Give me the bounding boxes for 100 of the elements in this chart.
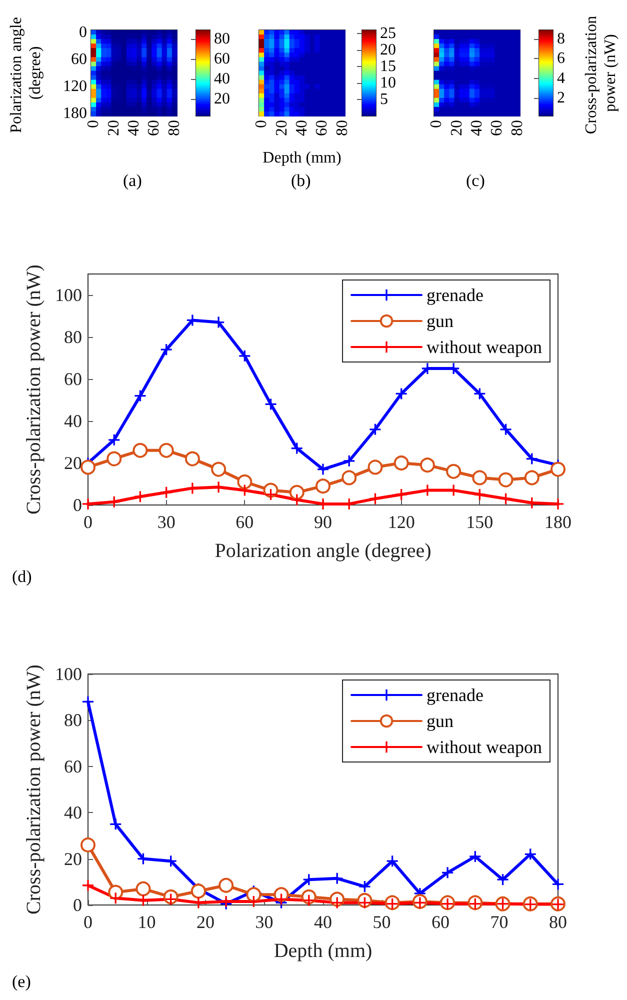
point <box>160 486 172 498</box>
color-bar-label: 15 <box>380 58 396 75</box>
point <box>420 458 435 473</box>
x-tick-label: 60 <box>236 512 254 532</box>
x-tick-label: 0 <box>253 120 270 128</box>
point <box>291 442 302 454</box>
x-tick-label: 30 <box>157 512 176 532</box>
point <box>500 493 512 504</box>
color-bar-label: 20 <box>214 90 230 108</box>
point <box>248 896 260 908</box>
point <box>184 451 200 466</box>
text: (a) <box>123 171 142 190</box>
point <box>472 470 488 486</box>
point <box>474 388 486 400</box>
color-bar-label: 10 <box>380 74 396 92</box>
color-bar-label: 2 <box>557 90 565 107</box>
point <box>498 472 514 488</box>
point <box>394 456 409 470</box>
x-axis-title: Depth (mm) <box>274 940 372 962</box>
x-tick-label: 0 <box>85 120 102 128</box>
y-tick-label: 80 <box>64 327 82 347</box>
y-tick-label: 40 <box>64 411 82 431</box>
legend-label: gun <box>426 711 454 731</box>
y-tick-label: 80 <box>64 710 82 730</box>
x-tick-label: 60 <box>432 912 450 932</box>
point <box>289 484 304 500</box>
y-axis-title: Polarization angle (degree) <box>8 13 44 133</box>
x-tick-label: 120 <box>388 512 415 532</box>
point <box>110 818 122 830</box>
x-tick-label: 180 <box>544 512 572 532</box>
point <box>134 491 146 502</box>
text: (d) <box>12 567 32 586</box>
x-tick-label: 60 <box>314 120 331 136</box>
x-tick-label: 80 <box>508 120 526 136</box>
y-tick-label: 0 <box>73 495 82 515</box>
y-tick-label: 60 <box>71 50 87 68</box>
y-axis-title: Cross-polarization power (nW) <box>23 664 45 914</box>
point <box>211 462 226 477</box>
point <box>246 887 262 902</box>
x-tick-label: 40 <box>126 120 142 136</box>
x-tick-label: 20 <box>196 912 214 932</box>
point <box>239 484 250 496</box>
x-tick-label: 60 <box>146 120 163 136</box>
x-tick-label: 70 <box>490 912 508 932</box>
x-tick-label: 60 <box>488 120 506 136</box>
x-tick-label: 40 <box>314 912 332 932</box>
point <box>132 442 148 458</box>
x-tick-label: 20 <box>273 120 290 136</box>
legend-label: without weapon <box>426 337 542 357</box>
legend-label: grenade <box>426 285 484 305</box>
point <box>368 460 383 475</box>
x-tick-label: 20 <box>448 120 466 136</box>
text: (c) <box>466 171 485 190</box>
point <box>186 314 198 326</box>
color-bar-label: 5 <box>380 90 388 108</box>
point <box>396 489 407 500</box>
y-tick-label: 40 <box>64 802 82 823</box>
point <box>82 880 94 891</box>
x-tick-label: 0 <box>428 120 446 128</box>
color-bar-label: 60 <box>214 50 230 68</box>
y-tick-label: 20 <box>64 453 82 473</box>
y-axis-title: Cross-polarization power (nW) <box>23 264 45 514</box>
point <box>552 878 564 890</box>
x-tick-label: 80 <box>334 120 351 136</box>
point <box>446 464 462 479</box>
point <box>239 350 250 362</box>
point <box>500 424 512 435</box>
point <box>134 390 146 402</box>
point <box>80 460 96 475</box>
point <box>497 874 508 886</box>
color-bar-label: 25 <box>380 24 396 42</box>
y-tick-label: 120 <box>63 78 87 96</box>
point <box>158 442 174 458</box>
point <box>213 316 224 328</box>
color-bar-label: 80 <box>214 30 230 48</box>
x-tick-label: 90 <box>314 512 332 532</box>
point <box>470 850 481 862</box>
color-bar-label: 8 <box>557 30 565 48</box>
x-tick-label: 30 <box>255 912 274 932</box>
point <box>237 474 252 490</box>
text: (e) <box>12 972 31 991</box>
x-tick-label: 150 <box>466 512 494 532</box>
x-tick-label: 40 <box>468 120 486 136</box>
y-tick-label: 60 <box>64 369 82 389</box>
y-tick-label: 100 <box>55 664 82 684</box>
point <box>318 464 328 475</box>
point <box>190 884 206 899</box>
legend-label: gun <box>426 311 454 331</box>
point <box>136 881 151 896</box>
point <box>344 455 355 466</box>
point <box>218 878 234 893</box>
point <box>265 398 276 410</box>
point <box>342 470 357 486</box>
point <box>524 848 536 860</box>
color-bar-label: 40 <box>214 70 230 88</box>
point <box>442 867 454 878</box>
y-tick-label: 0 <box>79 24 87 41</box>
x-tick-label: 80 <box>549 912 567 932</box>
point <box>359 881 370 892</box>
legend-label: without weapon <box>426 737 542 757</box>
